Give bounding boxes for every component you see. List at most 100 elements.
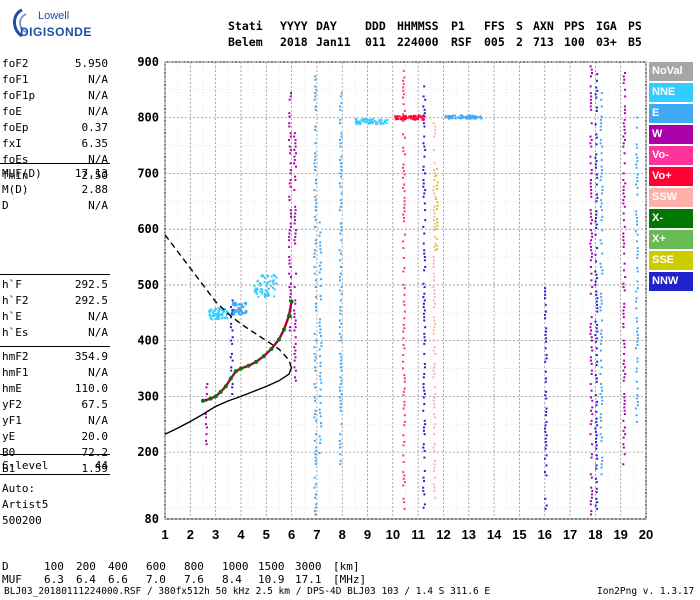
echo-point [266, 291, 269, 294]
echo-point [636, 250, 639, 253]
muf-unit: [MHz] [333, 573, 367, 586]
x-tick-label: 8 [339, 527, 346, 542]
echo-point [314, 108, 317, 111]
echo-point [591, 286, 594, 289]
echo-point [288, 195, 291, 198]
echo-point [595, 226, 598, 229]
echo-point [220, 313, 223, 316]
echo-point [636, 287, 639, 290]
echo-point [318, 325, 321, 328]
echo-point [402, 367, 405, 370]
echo-point [314, 85, 317, 88]
echo-point [545, 330, 548, 333]
echo-point [315, 88, 318, 91]
echo-point [400, 118, 403, 121]
echo-point [338, 158, 341, 161]
echo-point [422, 182, 425, 185]
echo-point [595, 216, 598, 219]
echo-point [636, 176, 639, 179]
muf-cell: 17.1 [295, 573, 322, 586]
echo-point [590, 172, 593, 175]
echo-point [595, 273, 598, 276]
echo-point [318, 395, 321, 398]
echo-point [380, 119, 383, 122]
echo-point [403, 115, 406, 118]
echo-point [432, 169, 435, 172]
echo-point [409, 117, 412, 120]
echo-point [595, 377, 598, 380]
echo-point [314, 456, 317, 459]
echo-point [338, 279, 341, 282]
echo-point [218, 310, 221, 313]
echo-point [594, 320, 597, 323]
echo-point [599, 393, 602, 396]
echo-point [634, 230, 637, 233]
echo-point [590, 372, 593, 375]
echo-point [314, 78, 317, 81]
echo-point [545, 407, 548, 410]
echo-point [314, 386, 317, 389]
echo-point [231, 383, 234, 386]
param-row: yF1 N/A [2, 414, 108, 428]
echo-point [289, 148, 292, 151]
echo-point [590, 169, 593, 172]
echo-point [622, 379, 625, 382]
echo-point [267, 294, 270, 297]
echo-point [434, 496, 437, 499]
echo-point [289, 292, 292, 295]
echo-point [590, 255, 593, 258]
echo-point [205, 416, 208, 419]
param-value: 44 [94, 459, 108, 472]
echo-point [595, 290, 598, 293]
echo-point [590, 409, 593, 412]
header-label-1: YYYY [280, 19, 308, 33]
echo-point [622, 172, 625, 175]
echo-point [600, 115, 603, 118]
echo-point [205, 393, 208, 396]
echo-point [424, 172, 427, 175]
echo-point [403, 136, 406, 139]
echo-point [402, 407, 405, 410]
echo-point [601, 269, 604, 272]
echo-point [223, 309, 226, 312]
echo-point [544, 333, 547, 336]
ionogram-chart: 1 2 3 4 5 6 7 8 9 10 11 12 13 14 15 16 17 18 19 20802003004… [137, 55, 653, 542]
echo-point [293, 316, 296, 319]
echo-point [313, 332, 316, 335]
echo-point [204, 423, 207, 426]
x-tick-label: 12 [436, 527, 450, 542]
echo-point [339, 122, 342, 125]
echo-point [338, 105, 341, 108]
echo-point [636, 267, 639, 270]
echo-point [600, 383, 603, 386]
param-value: N/A [88, 105, 108, 118]
echo-point [237, 303, 240, 306]
x-tick-label: 1 [161, 527, 168, 542]
echo-point [313, 225, 316, 228]
legend-item: NoVal [649, 62, 693, 81]
echo-point [422, 446, 425, 449]
echo-point [339, 312, 342, 315]
echo-point [434, 197, 437, 200]
echo-point [294, 142, 297, 145]
param-name: MUF(D) [2, 167, 42, 180]
echo-point [622, 142, 625, 145]
echo-point [403, 380, 406, 383]
echo-point [600, 386, 603, 389]
echo-point [402, 186, 405, 189]
echo-point [313, 416, 316, 419]
echo-point [432, 329, 435, 332]
echo-point [340, 169, 343, 172]
echo-point [596, 310, 599, 313]
header-label-11: PS [628, 19, 642, 33]
echo-point [590, 95, 593, 98]
echo-point [423, 316, 426, 319]
echo-point [595, 260, 598, 263]
echo-point [635, 300, 638, 303]
echo-point [403, 267, 406, 270]
echo-point [472, 115, 475, 118]
echo-point [423, 232, 426, 235]
echo-point [595, 354, 598, 357]
echo-point [288, 286, 291, 289]
echo-point [624, 276, 627, 279]
